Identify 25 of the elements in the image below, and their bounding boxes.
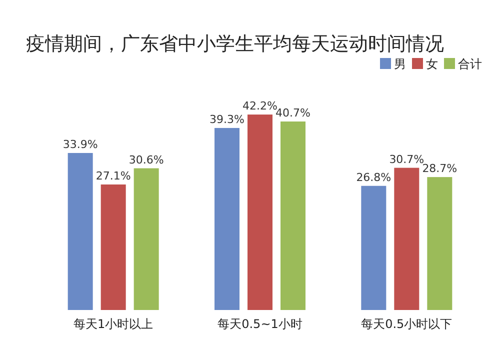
bar	[214, 128, 240, 310]
bar	[248, 114, 272, 310]
data-label: 30.6%	[128, 153, 164, 166]
data-label: 33.9%	[62, 138, 98, 151]
legend-label: 合计	[458, 57, 482, 71]
data-label: 42.2%	[242, 100, 278, 113]
bar	[134, 168, 159, 310]
data-label: 39.3%	[210, 112, 244, 126]
x-tick-label: 每天0.5~1小时	[218, 317, 302, 331]
legend-label: 男	[394, 57, 406, 71]
bar	[68, 152, 93, 310]
data-label: 40.7%	[276, 106, 310, 120]
bar	[427, 177, 452, 310]
legend-label: 女	[426, 57, 438, 71]
x-tick-label: 每天0.5小时以下	[361, 317, 452, 331]
bar	[280, 121, 306, 310]
bar	[361, 186, 386, 310]
data-label: 26.8%	[356, 170, 392, 184]
data-label: 30.7%	[389, 152, 424, 166]
data-label: 27.1%	[96, 169, 131, 182]
x-tick-label: 每天1小时以上	[74, 317, 154, 331]
chart-title: 疫情期间，广东省中小学生平均每天运动时间情况	[26, 33, 444, 55]
bar	[100, 184, 126, 310]
data-label: 28.7%	[422, 162, 458, 176]
bar	[394, 168, 420, 310]
